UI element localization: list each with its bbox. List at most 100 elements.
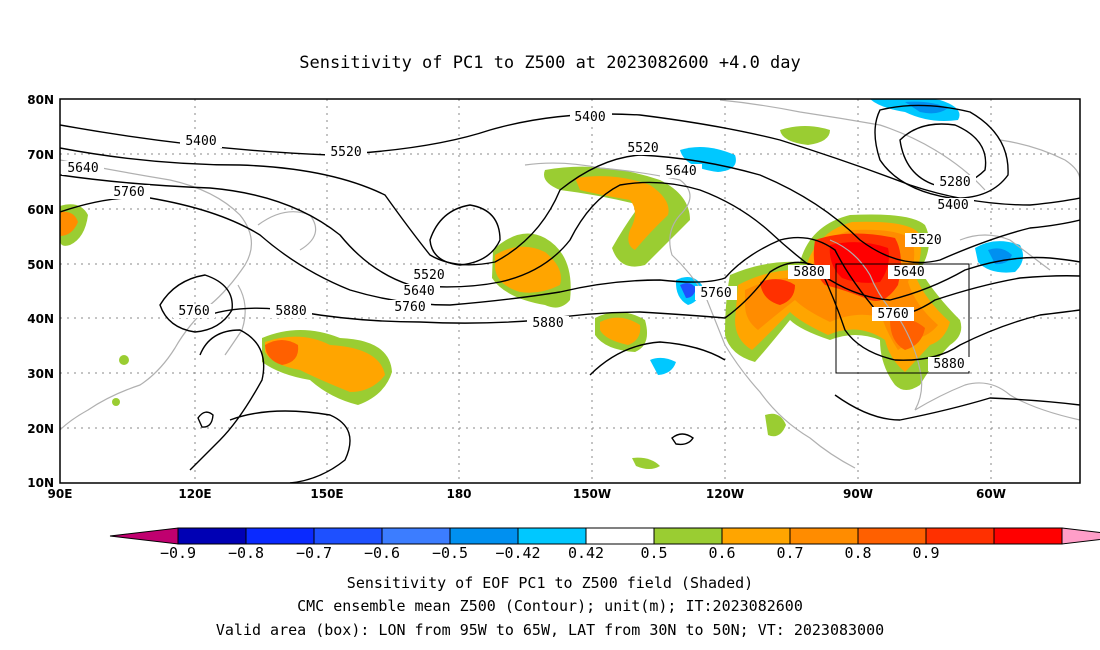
caption-shading: Sensitivity of EOF PC1 to Z500 field (Sh… <box>347 574 753 592</box>
contour-5520 <box>60 147 1080 266</box>
lon-label: 90E <box>48 487 73 501</box>
contour-label: 5400 <box>937 198 968 213</box>
colorbar-tick: 0.9 <box>912 544 939 562</box>
contour-label: 5880 <box>532 316 563 331</box>
colorbar-swatch <box>381 527 451 545</box>
colorbar-swatch <box>789 527 859 545</box>
lon-label: 150E <box>310 487 343 501</box>
contour-label: 5880 <box>793 265 824 280</box>
contour-5880 <box>199 261 1080 361</box>
colorbar-tick: −0.5 <box>432 544 468 562</box>
lat-label: 30N <box>27 367 54 381</box>
contour-label: 5880 <box>275 304 306 319</box>
shade-positive <box>765 413 786 437</box>
contour-label: 5640 <box>67 161 98 176</box>
contour-label: 5760 <box>877 307 908 322</box>
shade-positive <box>780 126 830 145</box>
contour-label: 5280 <box>939 175 970 190</box>
colorbar-swatch <box>925 527 995 545</box>
colorbar-tick: −0.6 <box>364 544 400 562</box>
colorbar-tick: −0.42 <box>495 544 540 562</box>
coastline-gulf <box>914 382 1080 421</box>
contour-label: 5400 <box>574 110 605 125</box>
contour-5520-low <box>429 204 501 266</box>
shade-positive <box>495 246 561 293</box>
contour-label: 5880 <box>933 357 964 372</box>
colorbar-swatch <box>721 527 791 545</box>
shade-positive <box>760 279 795 305</box>
contour-label: 5520 <box>413 268 444 283</box>
colorbar-tick: −0.7 <box>296 544 332 562</box>
contour-label: 5640 <box>665 164 696 179</box>
coastline-maritimes <box>959 234 1051 271</box>
colorbar-swatch <box>653 527 723 545</box>
colorbar-swatch <box>585 527 655 545</box>
colorbar-tick: 0.42 <box>568 544 604 562</box>
coastline-asia <box>60 159 252 431</box>
lat-label: 60N <box>27 203 54 217</box>
colorbar-swatch <box>857 527 927 545</box>
contour-label: 5520 <box>627 141 658 156</box>
shade-positive <box>829 242 889 283</box>
contour-label: 5640 <box>403 284 434 299</box>
contour-5640 <box>60 174 1080 301</box>
lon-label: 90W <box>843 487 873 501</box>
shade-negative <box>650 357 676 375</box>
map-border <box>59 98 1081 484</box>
lat-label: 80N <box>27 93 54 107</box>
shade-positive <box>60 211 78 236</box>
contour-label: 5760 <box>394 300 425 315</box>
lat-label: 70N <box>27 148 54 162</box>
coastline-greenland <box>999 139 1080 181</box>
colorbar-tick: 0.8 <box>844 544 871 562</box>
contour-label: 5640 <box>893 265 924 280</box>
shade-negative <box>905 101 948 114</box>
colorbar-tick: 0.5 <box>640 544 667 562</box>
colorbar <box>109 527 1100 545</box>
contour-small <box>671 433 694 446</box>
contour-label: 5760 <box>113 185 144 200</box>
valid-area-box <box>835 263 970 374</box>
contour-label: 5760 <box>700 286 731 301</box>
lon-label: 120W <box>706 487 744 501</box>
coastline-arctic <box>719 99 986 191</box>
coastline-japan <box>224 284 246 356</box>
contour-small <box>197 411 214 428</box>
contour-labels: 5400 5400 5520 5520 5640 5640 5760 5760 … <box>62 110 976 372</box>
lon-label: 120E <box>178 487 211 501</box>
colorbar-swatch <box>245 527 315 545</box>
contour-5400-low <box>874 104 1009 199</box>
contour-5880-south <box>189 329 351 483</box>
colorbar-swatch <box>449 527 519 545</box>
latitude-labels: 80N 70N 60N 50N 40N 30N 20N 10N <box>27 93 54 490</box>
lat-label: 50N <box>27 258 54 272</box>
contour-5880-east <box>589 341 1080 421</box>
colorbar-tick: 0.7 <box>776 544 803 562</box>
colorbar-tick: −0.9 <box>160 544 196 562</box>
shade-positive <box>112 398 120 406</box>
coastline-north-america-west <box>524 162 856 469</box>
colorbar-swatch <box>517 527 587 545</box>
contour-5760 <box>60 196 1080 317</box>
lon-label: 180 <box>446 487 471 501</box>
lon-label: 150W <box>573 487 611 501</box>
contour-label: 5520 <box>910 233 941 248</box>
map-content: 5400 5400 5520 5520 5640 5640 5760 5760 … <box>60 99 1080 483</box>
lat-label: 10N <box>27 476 54 490</box>
longitude-labels: 90E 120E 150E 180 150W 120W 90W 60W <box>48 487 1006 501</box>
contour-5280-low <box>899 123 987 187</box>
colorbar-swatch <box>313 527 383 545</box>
colorbar-swatch <box>993 527 1063 545</box>
shade-positive <box>600 317 641 345</box>
contour-label: 5520 <box>330 145 361 160</box>
shade-positive <box>575 176 669 250</box>
colorbar-swatch <box>1061 527 1100 545</box>
colorbar-tick: 0.6 <box>708 544 735 562</box>
colorbar-tick-labels: −0.9 −0.8 −0.7 −0.6 −0.5 −0.42 0.42 0.5 … <box>160 544 940 562</box>
colorbar-swatch <box>109 527 179 545</box>
colorbar-swatch <box>177 527 247 545</box>
map-title: Sensitivity of PC1 to Z500 at 2023082600… <box>299 53 801 73</box>
shade-positive <box>632 457 660 469</box>
lon-label: 60W <box>976 487 1006 501</box>
